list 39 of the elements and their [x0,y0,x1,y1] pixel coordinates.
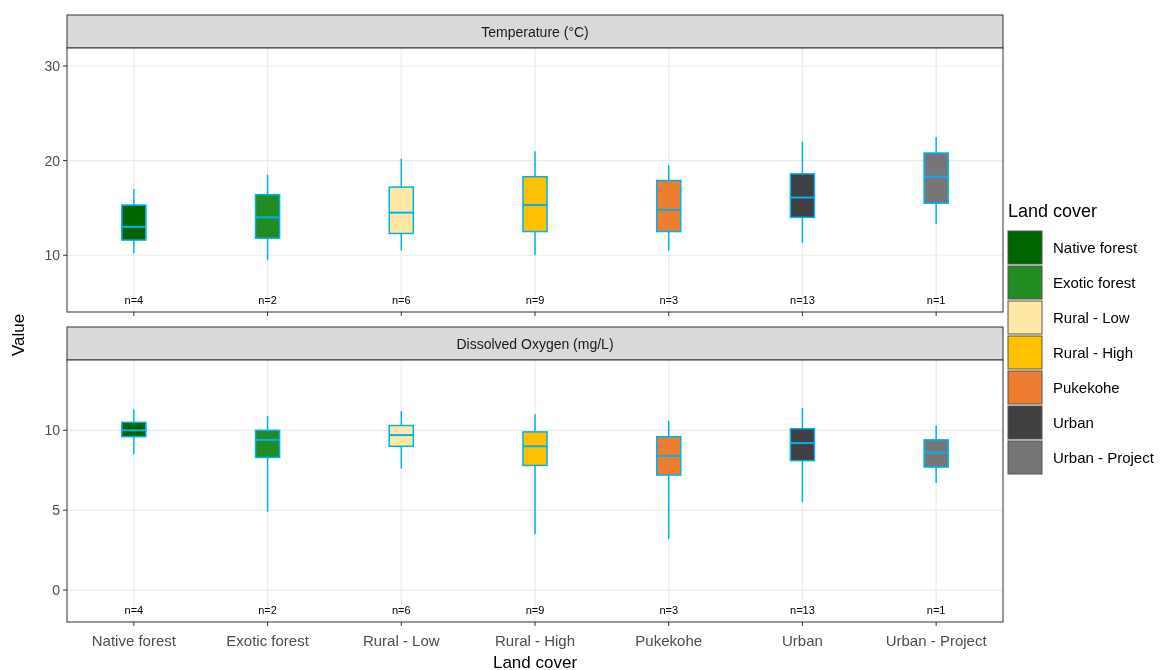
x-tick-label: Rural - High [494,632,576,649]
annotation: n=9 [525,294,545,306]
y-tick-label: 10 [44,422,61,439]
annotation: n=6 [391,294,411,306]
y-tick-label: 20 [44,152,61,169]
y-tick-label: 30 [44,57,61,74]
y-tick-label: 5 [52,502,61,519]
annotation: n=1 [926,604,946,616]
legend-label: Pukekohe [1053,379,1120,396]
annotation: n=4 [124,604,144,616]
x-tick-label: Urban - Project [885,632,988,649]
x-tick-label: Pukekohe [635,632,703,649]
annotation: n=3 [659,294,679,306]
annotation: n=3 [659,604,679,616]
x-tick-label: Rural - Low [362,632,440,649]
annotation: n=13 [790,294,815,306]
annotation: n=1 [926,294,946,306]
chart-title: Temperature (°C) [481,23,589,40]
annotation: n=6 [391,604,411,616]
x-tick-label: Urban [782,632,823,649]
annotation: n=9 [525,604,545,616]
legend-label: Rural - Low [1053,309,1130,326]
legend-label: Urban - Project [1053,449,1155,466]
annotation: n=13 [790,604,815,616]
x-axis-title: Land cover [492,653,578,670]
y-axis-title: Value [9,313,28,357]
legend-label: Rural - High [1053,344,1134,361]
legend-label: Exotic forest [1053,274,1137,291]
y-tick-label: 0 [52,582,61,599]
legend-label: Urban [1053,414,1094,431]
y-tick-label: 10 [44,247,61,264]
annotation: n=4 [124,294,144,306]
x-tick-label: Exotic forest [226,632,310,649]
annotation: n=2 [258,294,277,306]
annotation: n=2 [258,604,277,616]
legend-label: Native forest [1053,239,1139,256]
chart-title: Dissolved Oxygen (mg/L) [456,335,614,352]
legend-title: Land cover [1008,201,1098,221]
x-tick-label: Native forest [91,632,177,649]
